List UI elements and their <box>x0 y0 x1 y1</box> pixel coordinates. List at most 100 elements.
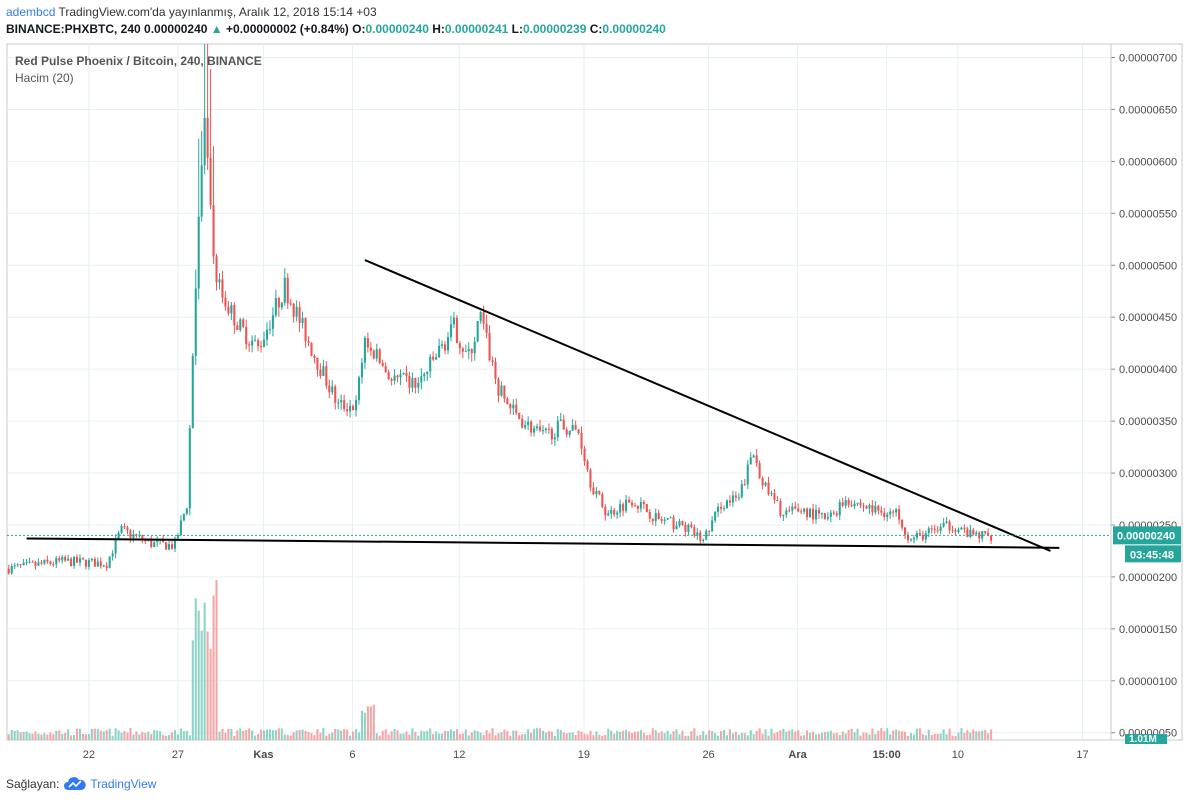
candle-body <box>806 508 809 518</box>
candle-body <box>408 375 411 388</box>
volume-bar <box>64 732 67 740</box>
candle-body <box>153 542 156 547</box>
candle-body <box>936 530 939 532</box>
volume-bar <box>61 733 64 740</box>
candle-body <box>895 509 898 513</box>
candle-body <box>681 521 684 525</box>
volume-bar <box>212 595 215 740</box>
volume-bar <box>105 730 108 740</box>
candle-body <box>283 277 286 303</box>
price-chart[interactable]: 0.00000700 0.00000650 0.00000600 0.00000550… <box>0 0 1188 770</box>
candle-body <box>310 342 313 356</box>
volume-bar <box>446 731 450 740</box>
volume-bar <box>257 733 260 740</box>
candle-body <box>619 504 622 513</box>
volume-bar <box>494 735 497 740</box>
volume-bar <box>901 731 904 740</box>
volume-bar <box>598 734 601 740</box>
volume-bar <box>767 735 770 740</box>
candle-body <box>31 561 34 563</box>
last-price: 0.00000240 <box>144 22 208 36</box>
candle-body <box>981 531 984 539</box>
volume-bar <box>170 732 174 740</box>
volume-bar <box>592 735 595 740</box>
candle-body <box>298 307 301 324</box>
volume-bar <box>488 733 491 740</box>
volume-bar <box>271 730 274 740</box>
candle-body <box>749 457 752 465</box>
close-value: 0.00000240 <box>602 22 666 36</box>
candle-body <box>461 348 464 352</box>
volume-bar <box>76 728 79 740</box>
volume-bar <box>304 730 307 740</box>
candle-body <box>129 530 132 538</box>
candle-body <box>84 559 87 567</box>
candle-body <box>506 398 509 405</box>
volume-bar <box>755 730 758 740</box>
tradingview-link[interactable]: TradingView <box>63 777 156 791</box>
candle-body <box>87 560 90 567</box>
volume-bar <box>966 730 969 740</box>
candle-body <box>856 502 859 504</box>
candle-body <box>209 157 212 206</box>
volume-bar <box>817 733 821 740</box>
volume-bar <box>334 729 337 740</box>
volume-bar <box>120 732 123 740</box>
candle-body <box>728 500 731 503</box>
candle-body <box>595 490 598 495</box>
volume-bar <box>553 735 556 740</box>
candle-body <box>791 506 794 511</box>
volume-bar <box>981 730 984 740</box>
volume-bar <box>633 731 637 740</box>
volume-bar <box>972 729 975 740</box>
candle-body <box>541 430 545 432</box>
candle-body <box>657 512 660 520</box>
high-value: 0.00000241 <box>444 22 509 36</box>
volume-bar <box>636 731 639 740</box>
volume-bar <box>969 732 972 740</box>
volume-bar <box>847 729 850 740</box>
candle-body <box>538 426 542 431</box>
candle-body <box>286 277 289 304</box>
volume-bar <box>162 734 165 740</box>
volume-bar <box>936 733 939 740</box>
volume-bar <box>541 730 545 740</box>
volume-bar <box>206 631 209 740</box>
volume-bar <box>559 729 562 740</box>
volume-bar <box>313 734 316 740</box>
volume-bar <box>838 734 841 740</box>
volume-bar <box>604 734 607 740</box>
volume-bar <box>909 733 913 740</box>
volume-bar <box>616 730 619 740</box>
candle-body <box>78 558 82 563</box>
candle-body <box>800 511 803 513</box>
candle-body <box>797 508 800 512</box>
volume-bar <box>129 728 132 740</box>
candle-body <box>123 526 126 528</box>
author-name[interactable]: adembcd <box>6 5 56 19</box>
volume-bar <box>518 735 521 740</box>
volume-bar <box>906 735 910 740</box>
volume-bar <box>892 730 895 740</box>
publish-info: TradingView.com'da yayınlanmış, Aralık 1… <box>58 5 377 19</box>
volume-bar <box>550 731 553 740</box>
candle-body <box>622 504 625 511</box>
candle-body <box>381 363 384 367</box>
volume-bar <box>479 732 482 740</box>
candle-body <box>847 500 850 505</box>
candle-body <box>138 535 141 537</box>
volume-bar <box>619 731 622 740</box>
candle-body <box>877 505 880 511</box>
volume-bar <box>126 732 129 740</box>
candle-body <box>788 510 791 512</box>
candle-body <box>346 409 349 412</box>
volume-bar <box>37 733 40 740</box>
candle-body <box>589 469 592 488</box>
candle-body <box>963 527 966 529</box>
candle-body <box>574 424 577 430</box>
volume-bar <box>898 730 901 740</box>
candle-body <box>630 502 634 506</box>
volume-bar <box>227 728 230 740</box>
volume-bar <box>343 729 346 740</box>
volume-bar <box>984 729 987 740</box>
